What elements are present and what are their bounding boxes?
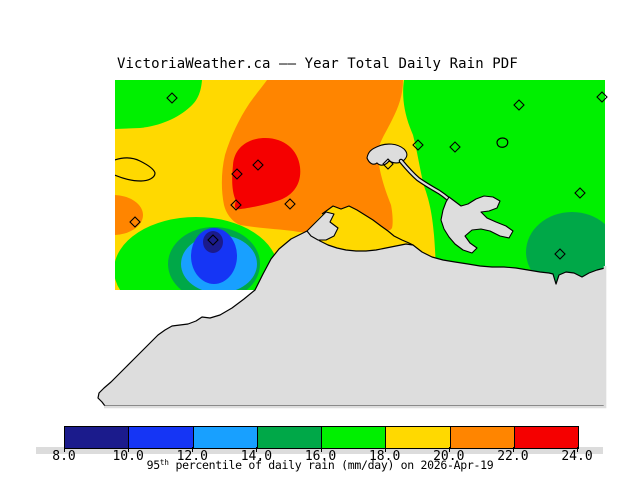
island-outline-east	[496, 137, 509, 148]
station-diamond-icon	[166, 92, 178, 104]
colorbar-tickmark	[512, 447, 514, 452]
colorbar-segment-14-16	[257, 427, 322, 448]
station-diamond-icon	[382, 158, 394, 170]
colorbar-tick-label: 8.0	[52, 449, 76, 464]
colorbar-tickmark	[128, 447, 130, 452]
plot-title: VictoriaWeather.ca –– Year Total Daily R…	[117, 56, 518, 72]
colorbar-tick-label: 10.0	[112, 449, 144, 464]
colorbar-tickmark	[256, 447, 258, 452]
station-markers	[129, 91, 608, 260]
station-diamond-icon	[284, 198, 296, 210]
station-diamond-icon	[412, 139, 424, 151]
lagoon-coastline	[321, 205, 414, 246]
contour-band-14-16-southeast	[526, 212, 605, 290]
station-diamond-icon	[513, 99, 525, 111]
channel-water	[399, 159, 455, 206]
station-diamond-icon	[207, 234, 219, 246]
colorbar-tick-label: 22.0	[497, 449, 529, 464]
station-diamond-icon	[230, 199, 242, 211]
station-diamond-icon	[129, 216, 141, 228]
land-mask	[97, 143, 607, 409]
colorbar-caption: 95th percentile of daily rain (mm/day) o…	[0, 458, 640, 472]
contour-band-8-10	[203, 231, 223, 253]
colorbar-segment-12-14	[193, 427, 258, 448]
colorbar-tick-label: 14.0	[240, 449, 273, 464]
colorbar-segment-22-24	[514, 427, 578, 448]
colorbar-tickmark	[577, 447, 578, 452]
station-diamond-icon	[596, 91, 608, 103]
colorbar-tick-label: 20.0	[433, 449, 465, 464]
clip-edge-cover	[104, 266, 607, 409]
colorbar-shadow	[36, 447, 603, 454]
colorbar-tickmark	[64, 447, 65, 452]
contour-band-10-12	[191, 228, 237, 284]
contour-band-16-18-northwest	[115, 80, 202, 129]
contour-band-20-22-west	[115, 195, 143, 235]
colorbar-segment-18-20	[386, 427, 451, 448]
station-diamond-icon	[231, 168, 243, 180]
island-outline-west	[115, 157, 156, 182]
colorbar-tickmark	[384, 447, 386, 452]
colorbar-segment-8-10	[65, 427, 130, 448]
station-diamond-icon	[449, 141, 461, 153]
caption-value: 95	[146, 458, 161, 472]
station-diamond-icon	[574, 187, 586, 199]
colorbar-tick-label: 16.0	[304, 449, 337, 464]
colorbar-tick-label: 12.0	[176, 449, 208, 464]
colorbar-tickmark	[448, 447, 450, 452]
colorbar-segment-10-12	[129, 427, 194, 448]
caption-superscript: th	[159, 458, 169, 467]
lagoon-bay-gray	[306, 211, 339, 241]
station-diamond-icon	[252, 159, 264, 171]
harbour-inlets	[440, 195, 514, 254]
colorbar-tickmark	[192, 447, 194, 452]
colorbar-tick-label: 24.0	[561, 449, 593, 464]
colorbar-tickmark	[320, 447, 322, 452]
caption-rest: percentile of daily rain (mm/day) on 202…	[168, 458, 494, 472]
colorbar	[64, 426, 579, 449]
colorbar-segment-20-22	[450, 427, 515, 448]
colorbar-segment-16-18	[322, 427, 387, 448]
station-diamond-icon	[554, 248, 566, 260]
colorbar-tick-label: 18.0	[368, 449, 401, 464]
contour-band-22-24	[232, 137, 301, 210]
